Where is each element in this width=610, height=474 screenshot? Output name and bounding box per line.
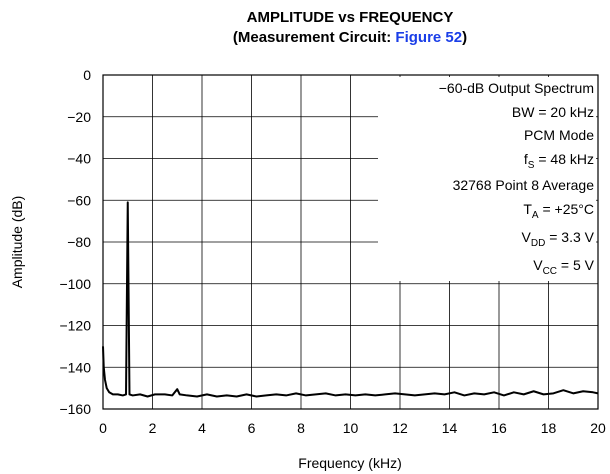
y-tick-label: −60 [67, 192, 91, 208]
annotation-text: V [522, 229, 532, 245]
x-tick-label: 14 [442, 420, 458, 436]
annotation-text: V [533, 257, 543, 273]
annotation: TA = +25°C [523, 201, 594, 221]
x-tick-label: 2 [149, 420, 157, 436]
y-tick-label: −140 [59, 359, 91, 375]
x-tick-label: 0 [99, 420, 107, 436]
annotation: BW = 20 kHz [512, 104, 594, 120]
subtitle-text: (Measurement Circuit: [233, 29, 396, 46]
annotation-text: = 48 kHz [534, 151, 594, 167]
annotation-text: BW = 20 kHz [512, 104, 594, 120]
annotation: PCM Mode [524, 127, 594, 143]
annotation-text: = 5 V [557, 257, 595, 273]
y-axis-label: Amplitude (dB) [9, 196, 25, 289]
x-tick-label: 20 [590, 420, 606, 436]
x-tick-label: 4 [198, 420, 206, 436]
chart-subtitle: (Measurement Circuit: Figure 52) [233, 29, 467, 46]
annotation: VCC = 5 V [533, 257, 594, 277]
annotation-text: 32768 Point 8 Average [453, 177, 595, 193]
annotation-subscript: S [528, 160, 535, 171]
y-tick-label: −160 [59, 401, 91, 417]
figure-link[interactable]: Figure 52 [395, 29, 462, 46]
x-tick-label: 18 [541, 420, 557, 436]
annotation-text: −60-dB Output Spectrum [439, 80, 594, 96]
x-tick-label: 8 [297, 420, 305, 436]
annotation-subscript: A [532, 210, 539, 221]
y-tick-label: 0 [83, 67, 91, 83]
annotation: fS = 48 kHz [524, 151, 594, 171]
y-tick-label: −100 [59, 276, 91, 292]
x-axis-label: Frequency (kHz) [298, 455, 401, 471]
y-tick-label: −80 [67, 234, 91, 250]
annotation-text: PCM Mode [524, 127, 594, 143]
annotation-text: f [524, 151, 528, 167]
x-tick-label: 16 [491, 420, 507, 436]
annotation: −60-dB Output Spectrum [439, 80, 594, 96]
annotation-background [378, 77, 596, 281]
annotation: 32768 Point 8 Average [453, 177, 595, 193]
annotation-subscript: CC [543, 266, 557, 277]
annotation-text: T [523, 201, 532, 217]
chart-title: AMPLITUDE vs FREQUENCY [247, 9, 454, 26]
annotation-subscript: DD [531, 238, 545, 249]
annotation-text: = +25°C [539, 201, 594, 217]
x-tick-label: 10 [343, 420, 359, 436]
subtitle-text: ) [462, 29, 467, 46]
annotation-text: = 3.3 V [545, 229, 594, 245]
annotation: VDD = 3.3 V [522, 229, 595, 249]
x-tick-label: 6 [248, 420, 256, 436]
data-line [102, 201, 599, 398]
y-tick-label: −40 [67, 151, 91, 167]
y-tick-label: −120 [59, 318, 91, 334]
plot-frame [102, 74, 599, 410]
y-tick-label: −20 [67, 109, 91, 125]
x-tick-label: 12 [392, 420, 408, 436]
